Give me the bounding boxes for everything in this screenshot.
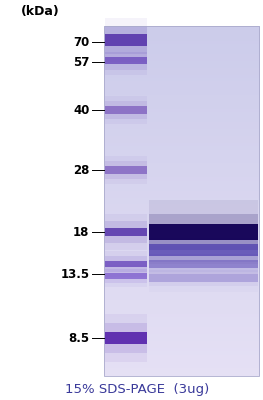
Bar: [105, 106, 147, 114]
Bar: [105, 161, 147, 179]
Bar: [149, 254, 258, 274]
Bar: [149, 274, 258, 282]
Bar: [105, 34, 147, 46]
Bar: [105, 57, 147, 64]
Text: 13.5: 13.5: [60, 268, 89, 280]
Bar: [105, 26, 147, 54]
Bar: [105, 52, 147, 70]
Bar: [149, 264, 258, 292]
Bar: [105, 261, 147, 267]
Text: 57: 57: [73, 56, 89, 68]
Bar: [105, 166, 147, 174]
Bar: [149, 238, 258, 262]
Text: 40: 40: [73, 104, 89, 116]
Text: (kDa): (kDa): [21, 5, 60, 18]
Bar: [105, 265, 147, 287]
Bar: [105, 251, 147, 277]
Bar: [105, 101, 147, 119]
Text: 15% SDS-PAGE  (3ug): 15% SDS-PAGE (3ug): [65, 383, 209, 396]
Bar: [105, 214, 147, 250]
Bar: [149, 200, 258, 264]
Text: 28: 28: [73, 164, 89, 176]
Bar: [105, 256, 147, 272]
Bar: [149, 214, 258, 250]
Bar: [105, 332, 147, 344]
Bar: [105, 269, 147, 283]
Bar: [105, 314, 147, 362]
Bar: [149, 228, 258, 272]
Bar: [105, 96, 147, 124]
Bar: [105, 156, 147, 184]
Text: 70: 70: [73, 36, 89, 48]
Bar: [105, 323, 147, 353]
Text: 8.5: 8.5: [68, 332, 89, 344]
Bar: [149, 260, 258, 268]
Bar: [149, 246, 258, 282]
Text: 18: 18: [73, 226, 89, 238]
Bar: [105, 18, 147, 62]
Bar: [149, 224, 258, 240]
Bar: [105, 221, 147, 243]
Bar: [105, 228, 147, 236]
Bar: [105, 273, 147, 279]
Bar: [105, 46, 147, 75]
Bar: [104, 26, 259, 376]
Bar: [149, 270, 258, 286]
Bar: [149, 244, 258, 256]
